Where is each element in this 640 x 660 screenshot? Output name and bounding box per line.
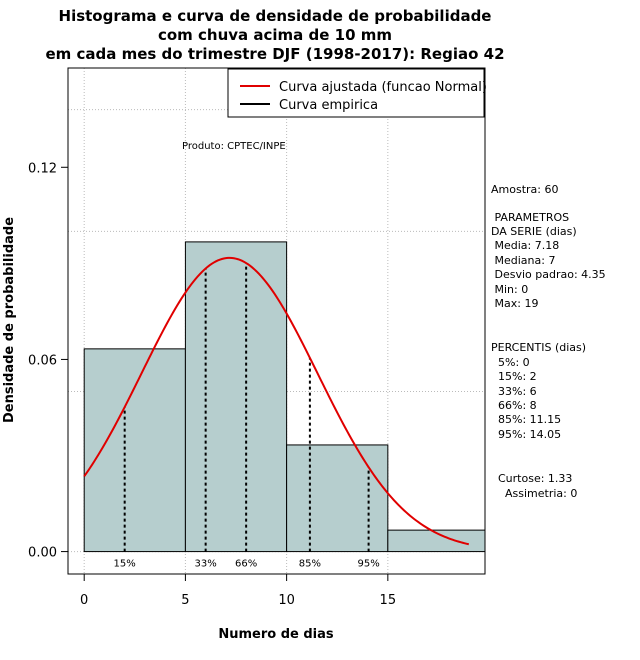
product-annotation: Produto: CPTEC/INPE bbox=[182, 141, 286, 152]
side-stat-line: 5%: 0 bbox=[491, 356, 530, 369]
side-stat-line: 85%: 11.15 bbox=[491, 413, 561, 426]
x-tick-label: 15 bbox=[380, 593, 397, 608]
normal-fit-line bbox=[83, 256, 470, 546]
percentile-label-33: 33% bbox=[195, 559, 217, 570]
percentile-label-85: 85% bbox=[299, 559, 321, 570]
y-tick-label: 0.12 bbox=[28, 161, 57, 176]
side-stat-line: Desvio padrao: 4.35 bbox=[491, 268, 606, 281]
side-stat-line: Min: 0 bbox=[491, 283, 528, 296]
percentile-lines: 15% 33% 66% 85% 95% bbox=[114, 263, 380, 570]
side-stat-line: Assimetria: 0 bbox=[498, 487, 577, 500]
y-tick-label: 0.00 bbox=[28, 546, 57, 561]
side-stat-line: 95%: 14.05 bbox=[491, 428, 561, 441]
x-tick-label: 5 bbox=[181, 593, 189, 608]
normal-fit-curve bbox=[83, 256, 470, 546]
percentile-label-95: 95% bbox=[357, 559, 379, 570]
side-stat-line: Max: 19 bbox=[491, 297, 538, 310]
histogram-bar-2 bbox=[184, 241, 288, 553]
x-tick-label: 10 bbox=[278, 593, 295, 608]
legend-box bbox=[227, 68, 485, 118]
legend-label-1: Curva ajustada (funcao Normal) bbox=[279, 80, 487, 95]
side-stat-line: PERCENTIS (dias) bbox=[491, 341, 586, 354]
side-stat-line: Curtose: 1.33 bbox=[498, 472, 572, 485]
x-tick-label: 0 bbox=[80, 593, 88, 608]
legend: Curva ajustada (funcao Normal) Curva empi… bbox=[227, 68, 487, 118]
side-stat-line: 33%: 6 bbox=[491, 385, 537, 398]
percentile-label-15: 15% bbox=[114, 559, 136, 570]
title-line-3: em cada mes do trimestre DJF (1998-2017)… bbox=[45, 45, 504, 63]
side-stat-line: 15%: 2 bbox=[491, 370, 537, 383]
plot-frame bbox=[67, 67, 486, 575]
y-tick-label: 0.06 bbox=[28, 353, 57, 368]
title-line-1: Histograma e curva de densidade de proba… bbox=[59, 7, 492, 25]
histogram-bar-1 bbox=[83, 348, 186, 553]
side-stat-line: DA SERIE (dias) bbox=[491, 225, 577, 238]
side-stat-line: PARAMETROS bbox=[491, 211, 569, 224]
title-line-2: com chuva acima de 10 mm bbox=[158, 26, 392, 44]
percentile-label-66: 66% bbox=[235, 559, 257, 570]
legend-label-2: Curva empirica bbox=[279, 98, 378, 113]
side-stat-line: 66%: 8 bbox=[491, 399, 537, 412]
x-axis-label: Numero de dias bbox=[218, 627, 334, 642]
histogram-bar-3 bbox=[286, 444, 389, 553]
side-stat-line: Media: 7.18 bbox=[491, 239, 559, 252]
chart-title: Histograma e curva de densidade de proba… bbox=[45, 7, 504, 63]
side-stat-line: Mediana: 7 bbox=[491, 254, 555, 267]
histogram-bars bbox=[83, 241, 486, 553]
side-stat-line: Amostra: 60 bbox=[491, 183, 558, 196]
y-axis-label: Densidade de probabilidade bbox=[2, 217, 17, 423]
axes: 0 5 10 15 0.00 0.06 0.12 Numero de dias Densidad… bbox=[2, 161, 396, 642]
